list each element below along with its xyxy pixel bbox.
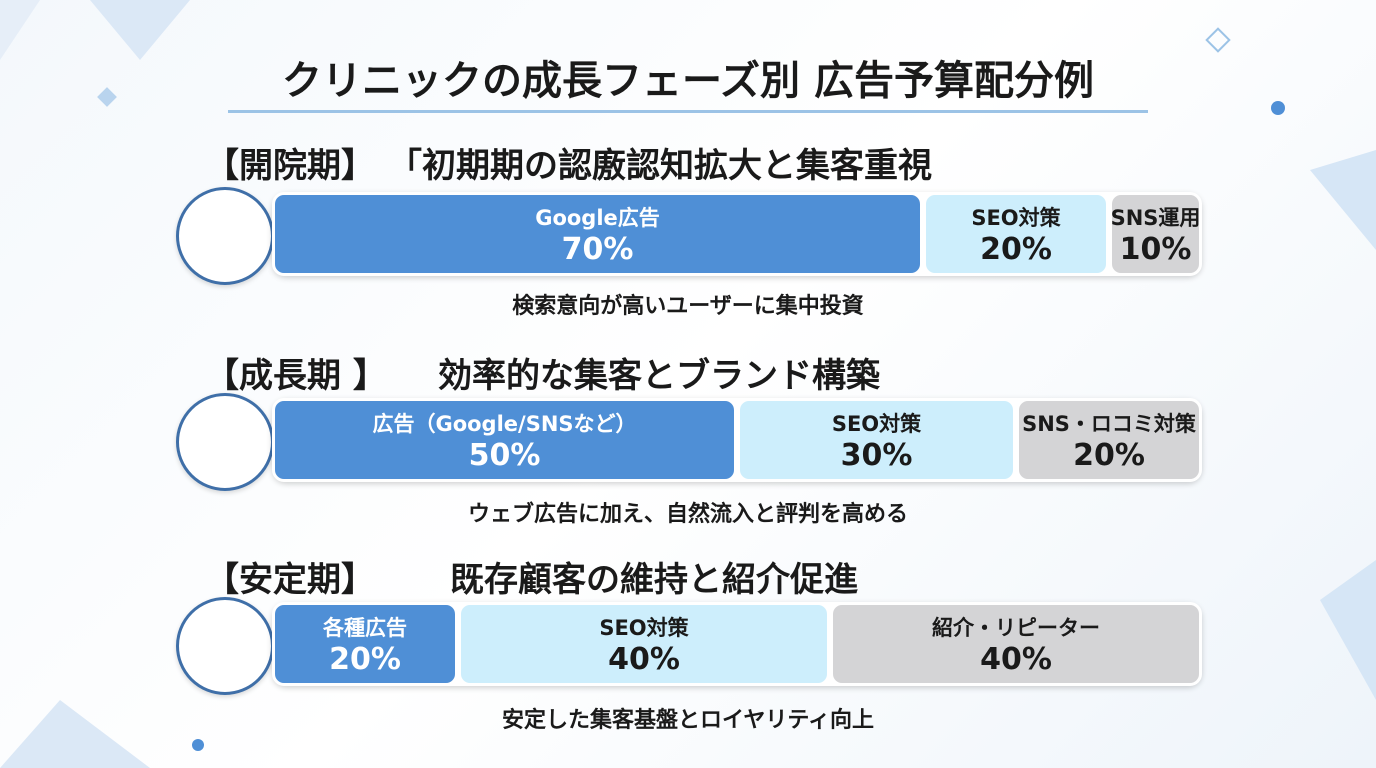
segment-value-label: 20% — [1073, 437, 1145, 473]
segment-name: SEO対策 — [599, 615, 689, 640]
phase-label: 【成長期 】 — [205, 356, 387, 396]
bar-segment: 各種広告 20% — [272, 602, 458, 686]
phase-icon — [176, 187, 274, 285]
caption: ウェブ広告に加え、自然流入と評判を高める — [467, 502, 908, 527]
bar: 各種広告 20% SEO対策 40% 紹介・リピーター 40% — [272, 602, 1202, 686]
phase-icon — [176, 597, 274, 695]
bar-segment: 広告（Google/SNSなど） 50% — [272, 398, 737, 482]
segment-name: SEO対策 — [971, 205, 1061, 230]
segment-name: SEO対策 — [831, 411, 922, 436]
bar-segment: SNS・ロコミ対策 20% — [1016, 398, 1202, 482]
segment-name: 各種広告 — [323, 615, 407, 640]
segment-name: Google広告 — [535, 205, 660, 230]
title-rule — [228, 110, 1148, 113]
segment-name: SNS・ロコミ対策 — [1022, 411, 1196, 436]
bar-segment: SEO対策 30% — [737, 398, 1016, 482]
caption: 検索意向が高いユーザーに集中投資 — [512, 294, 864, 319]
segment-value-label: 10% — [1119, 231, 1192, 267]
segment-value-label: 50% — [468, 437, 541, 473]
segment-value-label: 40% — [608, 641, 680, 677]
segment-name: 広告（Google/SNSなど） — [372, 411, 637, 436]
bar-segment: SNS運用 10% — [1109, 192, 1202, 276]
segment-value-label: 40% — [980, 641, 1052, 677]
segment-value-label: 20% — [980, 231, 1052, 267]
phase-label: 【安定期】 — [205, 560, 375, 600]
bar: 広告（Google/SNSなど） 50% SEO対策 30% SNS・ロコミ対策 20% — [272, 398, 1202, 482]
phase-label: 【開院期】 — [205, 146, 375, 186]
segment-name: 紹介・リピーター — [932, 615, 1100, 640]
bar-segment: 紹介・リピーター 40% — [830, 602, 1202, 686]
bar-segment: SEO対策 20% — [923, 192, 1109, 276]
segment-value-label: 20% — [329, 641, 401, 677]
title: クリニックの成長フェーズ別 広告予算配分例 — [282, 58, 1094, 104]
phase-icon — [176, 393, 274, 491]
bar: Google広告 70% SEO対策 20% SNS運用 10% — [272, 192, 1202, 276]
bar-segment: Google広告 70% — [272, 192, 923, 276]
segment-value-label: 30% — [840, 437, 913, 473]
phase-heading: 効率的な集客とブランド構築 — [438, 356, 880, 396]
segment-name: SNS運用 — [1110, 205, 1201, 230]
segment-value-label: 70% — [561, 231, 634, 267]
phase-heading: 「初期期の認廒認知拡大と集客重視 — [388, 146, 932, 186]
caption: 安定した集客基盤とロイヤリティ向上 — [501, 708, 875, 733]
phase-heading: 既存顧客の維持と紹介促進 — [450, 560, 858, 600]
bar-segment: SEO対策 40% — [458, 602, 830, 686]
